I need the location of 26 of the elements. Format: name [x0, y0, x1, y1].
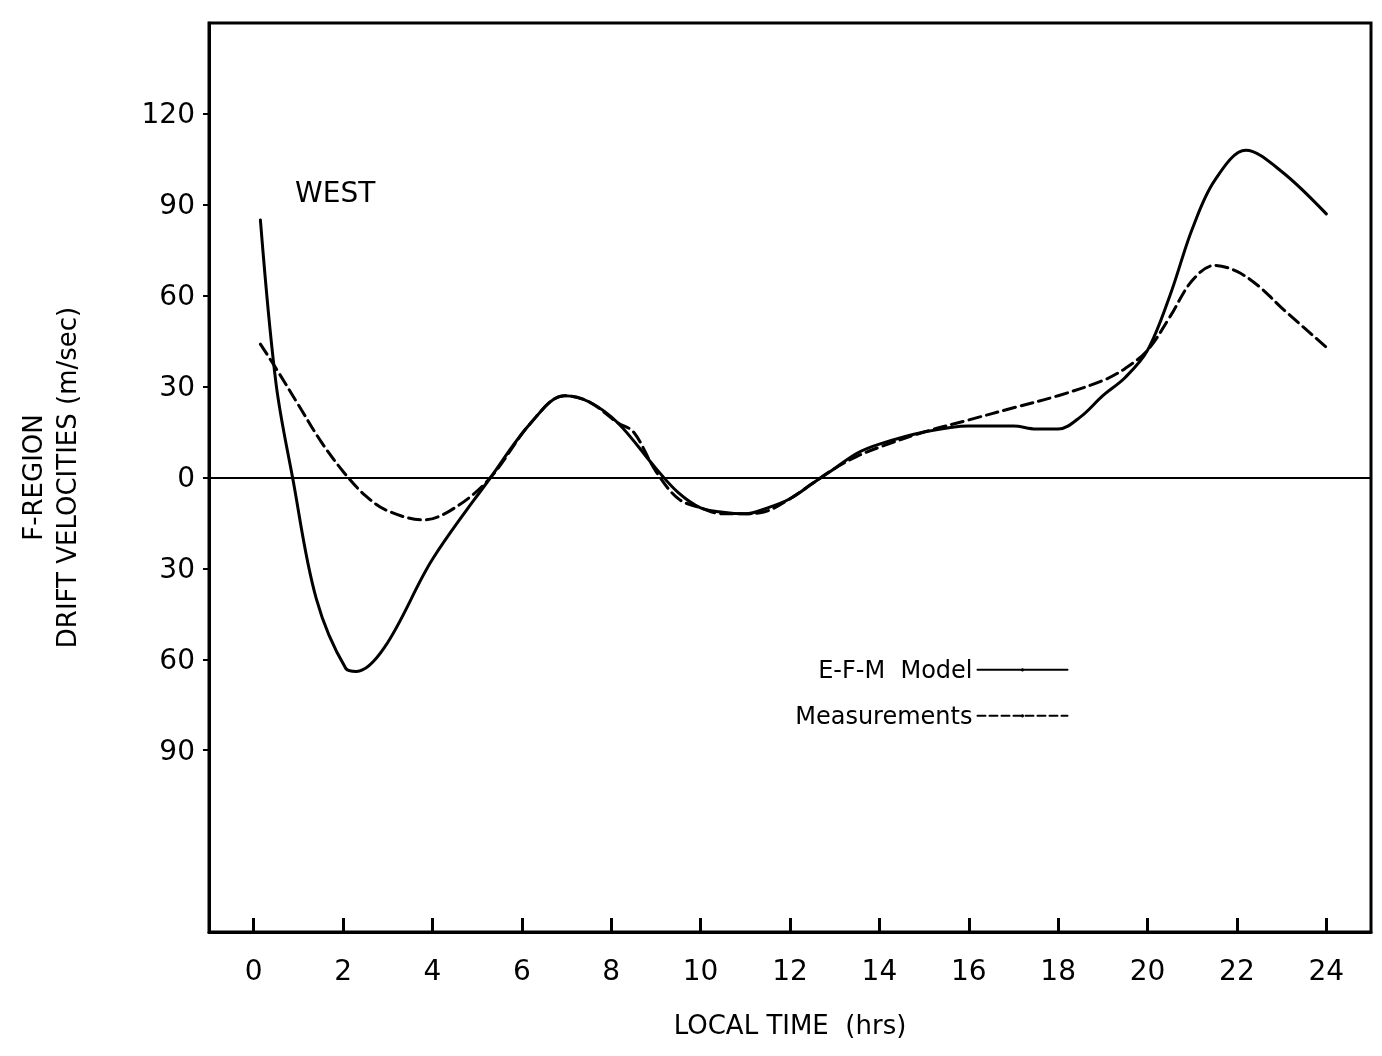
x-tick-label: 10: [682, 953, 719, 987]
y-tick-label: 90: [159, 188, 195, 222]
y-tick-label: 90: [159, 733, 195, 767]
x-tick-label: 18: [1040, 953, 1076, 987]
x-tick-label: 20: [1129, 953, 1166, 987]
y-tick-label: 60: [159, 642, 195, 676]
y-tick-label: 120: [141, 97, 195, 131]
x-tick-label: 2: [334, 953, 352, 987]
x-axis-title: LOCAL TIME (hrs): [673, 1010, 907, 1040]
legend-label: Measurements: [795, 701, 973, 730]
x-tick-label: 22: [1219, 953, 1255, 987]
y-axis-title: F-REGION DRIFT VELOCITIES (m/sec): [18, 306, 82, 649]
annotation: WEST: [295, 175, 377, 209]
x-tick-label: 4: [423, 953, 442, 987]
x-tick-label: 24: [1308, 953, 1345, 987]
y-tick-label: 30: [159, 370, 195, 404]
x-tick-label: 14: [861, 953, 898, 987]
y-tick-label: 30: [159, 551, 195, 585]
x-tick-label: 16: [950, 953, 987, 987]
x-tick-label: 6: [512, 953, 531, 987]
x-tick-label: 8: [602, 953, 621, 987]
y-tick-label: 60: [159, 279, 195, 313]
x-tick-label: 0: [244, 953, 263, 987]
y-tick-label: 0: [177, 461, 195, 494]
x-tick-label: 12: [772, 953, 808, 987]
legend-label: E-F-M Model: [818, 655, 973, 684]
